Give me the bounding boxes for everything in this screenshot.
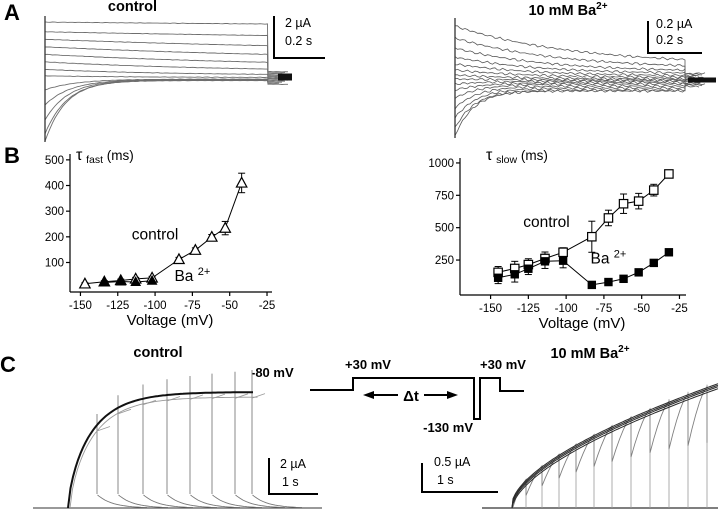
a-left-scale-current: 2 µA — [285, 16, 311, 30]
a-left-scale-time: 0.2 s — [285, 34, 313, 48]
svg-text:750: 750 — [435, 190, 454, 202]
panel-c-letter: C — [0, 352, 16, 377]
svg-text:100: 100 — [45, 257, 64, 269]
svg-text:Ba 2+: Ba 2+ — [174, 266, 210, 285]
svg-text:-150: -150 — [69, 300, 92, 312]
a-left-current-traces — [44, 16, 292, 142]
c-right-envelope-traces — [482, 383, 719, 509]
svg-text:-130 mV: -130 mV — [423, 420, 473, 435]
svg-text:300: 300 — [45, 206, 64, 218]
svg-text:-125: -125 — [106, 300, 129, 312]
c-left-scale-time: 1 s — [282, 475, 299, 489]
c-right-title-text: 10 mM Ba — [550, 345, 619, 362]
tau-subscript: fast — [86, 154, 104, 166]
c_control_envelope — [33, 369, 322, 509]
svg-text:-25: -25 — [671, 303, 688, 315]
a_ba_traces — [454, 18, 716, 138]
svg-text:-150: -150 — [479, 303, 502, 315]
tau-subscript: slow — [496, 154, 518, 166]
c-mid-scale-time: 1 s — [437, 473, 454, 487]
svg-text:-125: -125 — [517, 303, 540, 315]
svg-text:-100: -100 — [555, 303, 578, 315]
tau-unit: (ms) — [106, 148, 134, 163]
a-left-title: control — [107, 0, 158, 15]
svg-text:-75: -75 — [184, 300, 201, 312]
c-mid-scalebar — [421, 463, 498, 493]
svg-text:Voltage (mV): Voltage (mV) — [539, 315, 626, 332]
a-right-scale-current: 0.2 µA — [656, 17, 693, 31]
c-left-scale-current: 2 µA — [280, 457, 306, 471]
a-right-scale-time: 0.2 s — [656, 33, 684, 47]
svg-text:-50: -50 — [633, 303, 650, 315]
tau-fast-axis-label: τ fast (ms) — [76, 147, 134, 166]
a-right-title: 10 mM Ba2+ — [508, 1, 628, 20]
svg-text:control: control — [523, 214, 570, 231]
a-right-current-traces — [454, 18, 716, 138]
tau-symbol: τ — [76, 147, 83, 164]
c-left-envelope-traces — [33, 369, 322, 509]
c_ba_envelope — [482, 383, 719, 509]
svg-text:250: 250 — [435, 255, 454, 267]
svg-text:control: control — [132, 226, 179, 243]
a-right-scalebar — [647, 21, 702, 54]
svg-text:500: 500 — [45, 155, 64, 167]
voltage-protocol-diagram: +30 mV +30 mV -130 mV Δt — [310, 357, 526, 435]
svg-text:1000: 1000 — [428, 158, 454, 170]
svg-text:Ba 2+: Ba 2+ — [591, 248, 627, 267]
c-left-scalebar — [268, 458, 318, 495]
svg-text:Voltage (mV): Voltage (mV) — [127, 312, 214, 329]
tau-unit: (ms) — [520, 148, 548, 163]
a-left-scalebar — [273, 16, 325, 59]
a-right-title-sup: 2+ — [596, 1, 608, 12]
c-left-title: control — [133, 345, 183, 361]
svg-text:Δt: Δt — [403, 388, 419, 405]
holding-potential-label: -80 mV — [251, 365, 294, 380]
tau-fast-plot: -150 -125 -100 -75 -50 -25 100 200 300 400 500 Volt… — [45, 154, 276, 329]
panel-b-letter: B — [4, 143, 20, 168]
svg-text:400: 400 — [45, 181, 64, 193]
tau-slow-plot: -150 -125 -100 -75 -50 -25 250 500 750 1000 Voltag… — [428, 158, 687, 332]
svg-text:200: 200 — [45, 232, 64, 244]
tau-symbol: τ — [486, 147, 493, 164]
svg-text:500: 500 — [435, 223, 454, 235]
c-right-title-sup: 2+ — [618, 344, 630, 355]
svg-text:-50: -50 — [221, 300, 238, 312]
c-mid-scale-current: 0.5 µA — [434, 455, 471, 469]
tau_slow_vs_voltage: -150 -125 -100 -75 -50 -25 250 500 750 1000 Voltag… — [428, 158, 687, 332]
svg-text:-75: -75 — [596, 303, 613, 315]
a_control_traces — [44, 16, 292, 142]
svg-text:-25: -25 — [259, 300, 276, 312]
tau-slow-axis-label: τ slow (ms) — [486, 147, 548, 166]
tau_fast_vs_voltage: -150 -125 -100 -75 -50 -25 100 200 300 400 500 Volt… — [45, 154, 276, 329]
svg-text:+30 mV: +30 mV — [345, 357, 391, 372]
svg-text:-100: -100 — [144, 300, 167, 312]
svg-text:+30 mV: +30 mV — [480, 357, 526, 372]
c-right-title: 10 mM Ba2+ — [535, 344, 645, 363]
a-right-title-text: 10 mM Ba — [528, 2, 597, 19]
panel-a-letter: A — [4, 0, 20, 25]
voltage-protocol: +30 mV +30 mV -130 mV Δt — [310, 357, 526, 435]
